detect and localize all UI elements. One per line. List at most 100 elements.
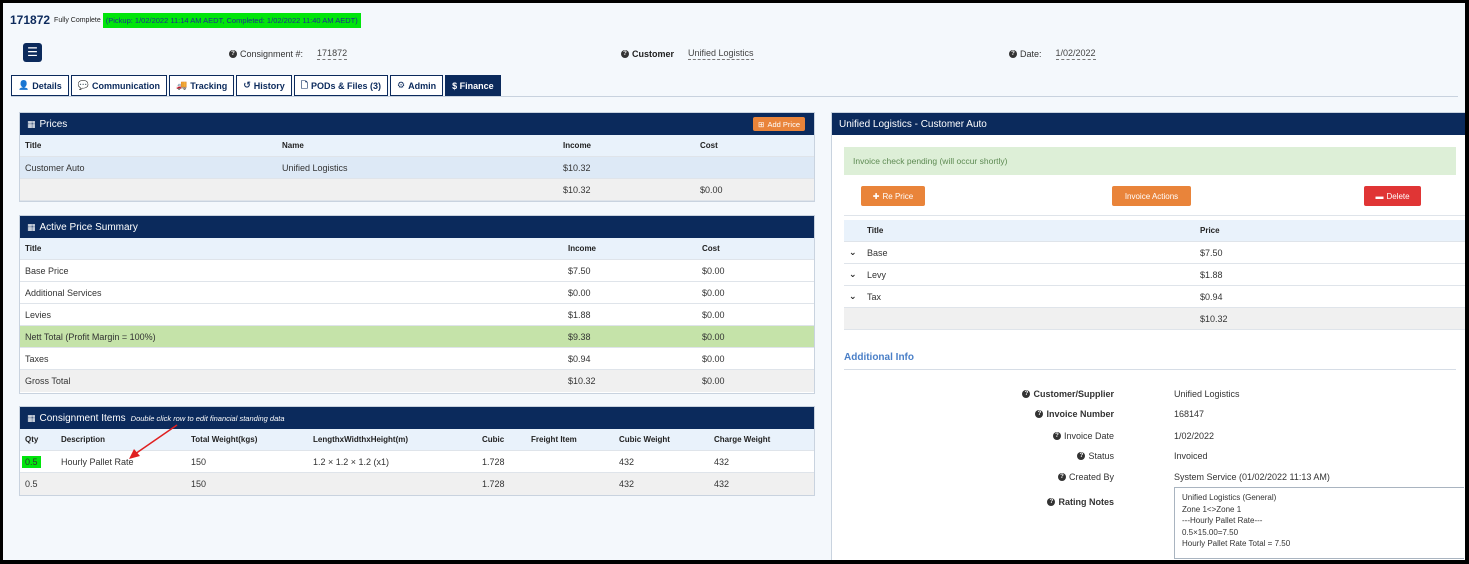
annotation-arrow-icon <box>129 424 178 459</box>
table-row: Levies $1.88 $0.00 <box>20 304 814 326</box>
table-row[interactable]: ⌄ Levy $1.88 <box>844 264 1465 286</box>
invoice-number-field: ? Invoice Number 168147 <box>844 409 1456 423</box>
menu-button[interactable]: ☰ <box>23 43 42 62</box>
table-icon: ▦ <box>27 412 36 423</box>
table-icon: ▦ <box>27 221 36 232</box>
invoice-title: Unified Logistics - Customer Auto <box>839 118 987 130</box>
re-price-button[interactable]: ✚ Re Price <box>861 186 925 206</box>
created-by-field: ? Created By System Service (01/02/2022 1… <box>844 472 1456 486</box>
hamburger-icon: ☰ <box>27 45 38 59</box>
tab-history[interactable]: ↺ History <box>236 75 292 96</box>
table-row[interactable]: 0.5 Hourly Pallet Rate 150 1.2 × 1.2 × 1… <box>20 451 814 473</box>
add-price-button[interactable]: ⊞ Add Price <box>753 117 805 131</box>
consignment-items-panel: ▦ Consignment Items Double click row to … <box>19 406 815 496</box>
column-header: Title <box>25 244 42 253</box>
help-icon: ? <box>1035 410 1044 418</box>
tab-finance[interactable]: $ Finance <box>445 75 501 96</box>
column-header: Cubic <box>482 435 505 444</box>
finance-screen: 171872 Fully Complete (Pickup: 1/02/2022… <box>3 3 1465 560</box>
invoice-panel-header: Unified Logistics - Customer Auto <box>832 113 1465 135</box>
tab-bar: 👤 Details 💬 Communication 🚚 Tracking ↺ Histo… <box>11 75 501 96</box>
tab-tracking[interactable]: 🚚 Tracking <box>168 75 235 96</box>
help-icon: ? <box>1052 432 1061 440</box>
tab-communication[interactable]: 💬 Communication <box>70 75 167 96</box>
customer-label: Customer <box>632 49 675 59</box>
qty-value: 0.5 <box>22 456 41 468</box>
additional-info-heading: Additional Info <box>844 352 914 363</box>
customer-value[interactable]: Unified Logistics <box>688 48 754 60</box>
column-header: Cost <box>700 141 718 150</box>
table-row[interactable]: Customer Auto Unified Logistics $10.32 <box>20 157 814 179</box>
help-icon: ? <box>621 50 629 58</box>
items-hint: Double click row to edit financial stand… <box>130 413 285 423</box>
prices-panel: ▦ Prices ⊞ Add Price Title Name Income C… <box>19 112 815 202</box>
invoice-panel: Unified Logistics - Customer Auto Invoic… <box>831 112 1465 560</box>
date-label: Date: <box>1020 49 1042 59</box>
help-icon: ? <box>1057 473 1066 481</box>
plus-square-icon: ⊞ <box>758 119 765 129</box>
table-row[interactable]: ⌄ Base $7.50 <box>844 242 1465 264</box>
date-value[interactable]: 1/02/2022 <box>1055 48 1096 60</box>
minus-icon: ▬ <box>1375 191 1384 201</box>
status-text: Fully Complete <box>54 16 101 24</box>
invoice-date-field: ? Invoice Date 1/02/2022 <box>844 431 1456 445</box>
history-icon: ↺ <box>243 80 251 90</box>
tab-admin[interactable]: ⚙ Admin <box>390 75 444 96</box>
rating-notes-textarea[interactable]: Unified Logistics (General) Zone 1<>Zone… <box>1174 487 1464 559</box>
prices-panel-header: ▦ Prices ⊞ Add Price <box>20 113 814 135</box>
table-row: Base Price $7.50 $0.00 <box>20 260 814 282</box>
summary-panel-header: ▦ Active Price Summary <box>20 216 814 238</box>
user-icon: 👤 <box>18 80 30 90</box>
rating-notes-field: ? Rating Notes <box>844 497 1456 511</box>
date-field: ? Date: 1/02/2022 <box>1009 48 1096 60</box>
items-panel-header: ▦ Consignment Items Double click row to … <box>20 407 814 429</box>
chevron-down-icon[interactable]: ⌄ <box>849 291 857 301</box>
prices-total-row: $10.32 $0.00 <box>20 179 814 201</box>
table-icon: ▦ <box>27 118 36 129</box>
column-header: LengthxWidthxHeight(m) <box>313 435 409 444</box>
active-price-summary-panel: ▦ Active Price Summary Title Income Cost… <box>19 215 815 394</box>
table-row[interactable]: ⌄ Tax $0.94 <box>844 286 1465 308</box>
column-header: Total Weight(kgs) <box>191 435 258 444</box>
consignment-number-field: ? Consignment #: 171872 <box>229 48 348 60</box>
gross-total-row: Gross Total $10.32 $0.00 <box>20 370 814 392</box>
prices-header-row: Title Name Income Cost <box>20 135 814 157</box>
invoice-header-row: Title Price <box>844 220 1465 242</box>
items-total-row: 0.5 150 1.728 432 432 <box>20 473 814 495</box>
column-header: Income <box>563 141 592 150</box>
customer-field: ? Customer Unified Logistics <box>621 48 754 60</box>
file-icon: 🗋 <box>300 79 309 90</box>
tab-details[interactable]: 👤 Details <box>11 75 69 96</box>
tab-divider <box>11 96 1458 97</box>
nett-total-row: Nett Total (Profit Margin = 100%) $9.38 … <box>20 326 814 348</box>
pickup-completed-times: (Pickup: 1/02/2022 11:14 AM AEDT, Comple… <box>102 12 361 28</box>
consignment-id: 171872 <box>10 13 51 27</box>
summary-header-row: Title Income Cost <box>20 238 814 260</box>
invoice-actions-button[interactable]: Invoice Actions <box>1112 186 1191 206</box>
truck-icon: 🚚 <box>175 80 188 90</box>
help-icon: ? <box>1022 390 1031 398</box>
chevron-down-icon[interactable]: ⌄ <box>849 269 857 279</box>
column-header: Income <box>568 244 597 253</box>
summary-title: Active Price Summary <box>39 221 138 233</box>
help-icon: ? <box>229 50 237 58</box>
column-header: Qty <box>25 435 39 444</box>
customer-supplier-field: ? Customer/Supplier Unified Logistics <box>844 389 1456 403</box>
column-header: Description <box>61 435 106 444</box>
help-icon: ? <box>1077 452 1086 460</box>
delete-button[interactable]: ▬ Delete <box>1364 186 1421 206</box>
column-header: Cubic Weight <box>619 435 670 444</box>
column-header: Title <box>867 226 884 235</box>
tab-pods-files[interactable]: 🗋 PODs & Files (3) <box>293 75 389 96</box>
invoice-pending-alert: Invoice check pending (will occur shortl… <box>844 147 1456 175</box>
help-icon: ? <box>1047 498 1056 506</box>
items-header-row: Qty Description Total Weight(kgs) Length… <box>20 429 814 451</box>
invoice-total-row: $10.32 <box>844 308 1465 330</box>
consignment-number-value[interactable]: 171872 <box>317 48 348 60</box>
status-field: ? Status Invoiced <box>844 451 1456 465</box>
table-row: Taxes $0.94 $0.00 <box>20 348 814 370</box>
chevron-down-icon[interactable]: ⌄ <box>849 247 857 257</box>
consignment-header: 171872 Fully Complete (Pickup: 1/02/2022… <box>10 11 361 29</box>
chat-icon: 💬 <box>77 80 89 90</box>
consignment-number-label: Consignment #: <box>240 49 304 59</box>
